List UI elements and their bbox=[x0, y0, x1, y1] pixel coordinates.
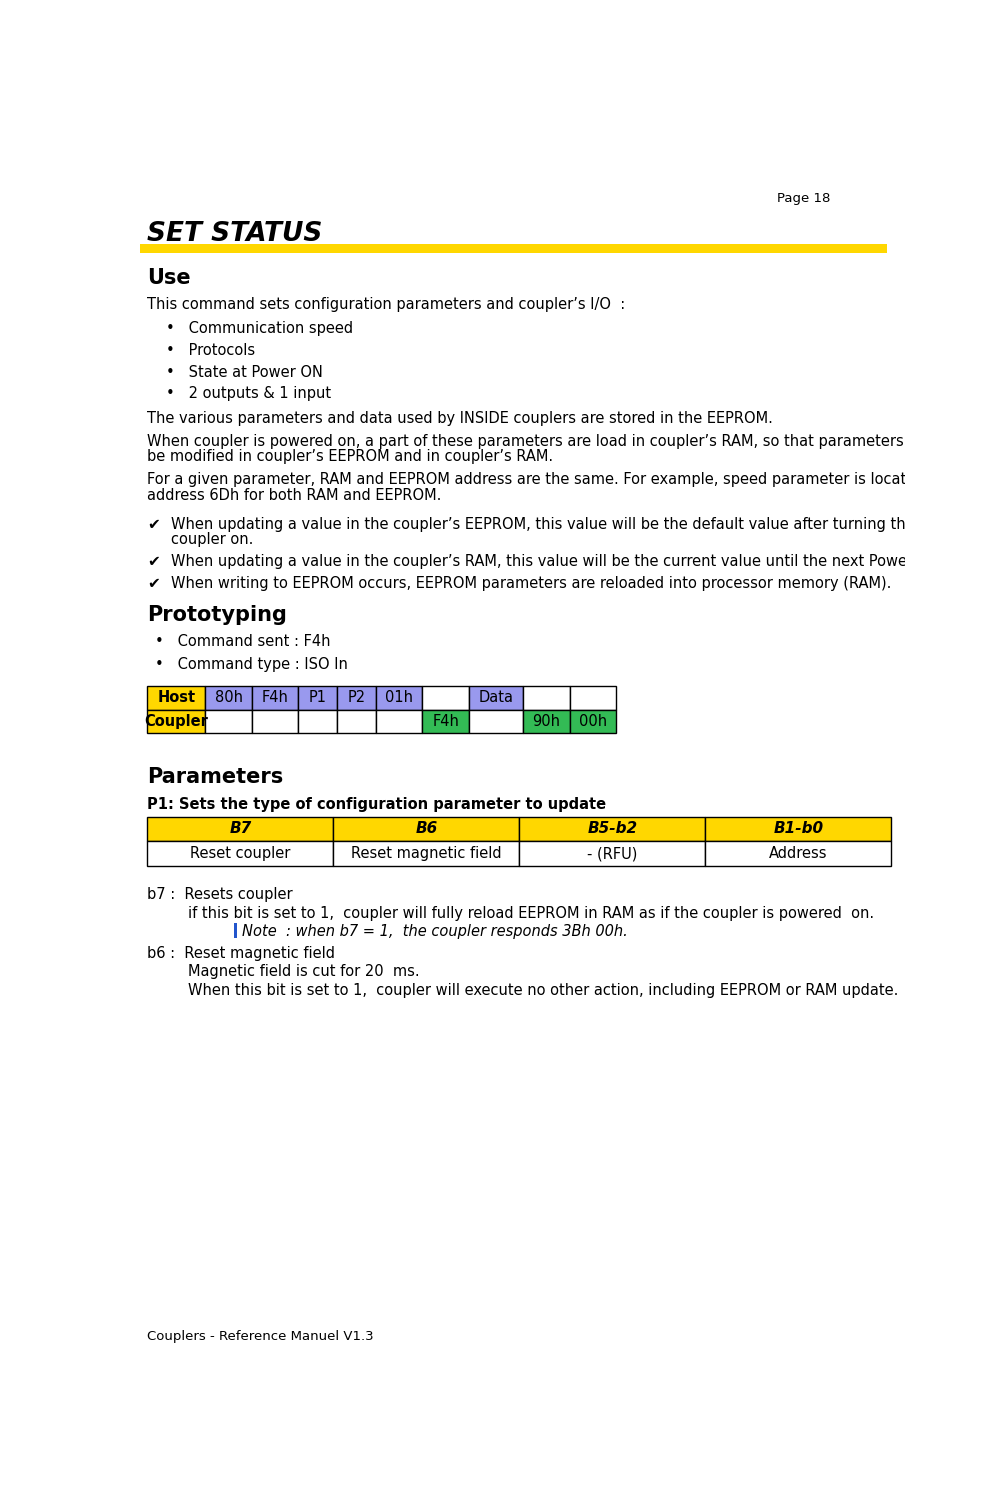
Text: 90h: 90h bbox=[533, 713, 561, 728]
FancyBboxPatch shape bbox=[334, 816, 520, 842]
Text: This command sets configuration parameters and coupler’s I/O  :: This command sets configuration paramete… bbox=[148, 296, 625, 311]
Text: Reset coupler: Reset coupler bbox=[190, 846, 290, 861]
FancyBboxPatch shape bbox=[148, 842, 334, 866]
Text: Host: Host bbox=[158, 691, 195, 706]
Text: The various parameters and data used by INSIDE couplers are stored in the EEPROM: The various parameters and data used by … bbox=[148, 411, 773, 426]
Text: P1: Sets the type of configuration parameter to update: P1: Sets the type of configuration param… bbox=[148, 796, 606, 811]
Text: 01h: 01h bbox=[385, 691, 413, 706]
FancyBboxPatch shape bbox=[422, 710, 469, 733]
Text: •   Command sent : F4h: • Command sent : F4h bbox=[155, 635, 331, 650]
Text: F4h: F4h bbox=[261, 691, 288, 706]
Text: Note  : when b7 = 1,  the coupler responds 3Bh 00h.: Note : when b7 = 1, the coupler responds… bbox=[242, 925, 628, 940]
FancyBboxPatch shape bbox=[570, 710, 616, 733]
FancyBboxPatch shape bbox=[140, 245, 887, 252]
FancyBboxPatch shape bbox=[520, 816, 706, 842]
FancyBboxPatch shape bbox=[520, 842, 706, 866]
FancyBboxPatch shape bbox=[524, 710, 570, 733]
FancyBboxPatch shape bbox=[338, 710, 376, 733]
Text: ✔: ✔ bbox=[148, 555, 160, 570]
FancyBboxPatch shape bbox=[205, 710, 252, 733]
FancyBboxPatch shape bbox=[376, 710, 422, 733]
FancyBboxPatch shape bbox=[252, 710, 298, 733]
Text: Data: Data bbox=[478, 691, 514, 706]
FancyBboxPatch shape bbox=[706, 816, 891, 842]
FancyBboxPatch shape bbox=[376, 686, 422, 710]
Text: Address: Address bbox=[769, 846, 827, 861]
Text: •   State at Power ON: • State at Power ON bbox=[166, 364, 323, 379]
Text: When updating a value in the coupler’s EEPROM, this value will be the default va: When updating a value in the coupler’s E… bbox=[171, 517, 915, 532]
FancyBboxPatch shape bbox=[148, 816, 334, 842]
FancyBboxPatch shape bbox=[422, 686, 469, 710]
Text: Couplers - Reference Manuel V1.3: Couplers - Reference Manuel V1.3 bbox=[148, 1330, 374, 1343]
Text: When updating a value in the coupler’s RAM, this value will be the current value: When updating a value in the coupler’s R… bbox=[171, 555, 948, 570]
Text: address 6Dh for both RAM and EEPROM.: address 6Dh for both RAM and EEPROM. bbox=[148, 488, 442, 503]
Text: When this bit is set to 1,  coupler will execute no other action, including EEPR: When this bit is set to 1, coupler will … bbox=[188, 982, 898, 997]
Text: P2: P2 bbox=[348, 691, 366, 706]
FancyBboxPatch shape bbox=[252, 686, 298, 710]
Text: be modified in coupler’s EEPROM and in coupler’s RAM.: be modified in coupler’s EEPROM and in c… bbox=[148, 449, 554, 464]
Text: SET STATUS: SET STATUS bbox=[148, 221, 323, 248]
FancyBboxPatch shape bbox=[524, 686, 570, 710]
Text: B7: B7 bbox=[229, 822, 251, 837]
FancyBboxPatch shape bbox=[298, 710, 338, 733]
Text: •   2 outputs & 1 input: • 2 outputs & 1 input bbox=[166, 387, 331, 400]
Text: B5-b2: B5-b2 bbox=[587, 822, 637, 837]
Text: Prototyping: Prototyping bbox=[148, 604, 287, 626]
Text: b7 :  Resets coupler: b7 : Resets coupler bbox=[148, 887, 292, 902]
Text: F4h: F4h bbox=[432, 713, 459, 728]
Text: if this bit is set to 1,  coupler will fully reload EEPROM in RAM as if the coup: if this bit is set to 1, coupler will fu… bbox=[188, 907, 873, 920]
Text: Coupler: Coupler bbox=[145, 713, 208, 728]
Text: ✔: ✔ bbox=[148, 517, 160, 532]
Text: ✔: ✔ bbox=[148, 576, 160, 591]
Text: •   Communication speed: • Communication speed bbox=[166, 322, 353, 337]
Text: When writing to EEPROM occurs, EEPROM parameters are reloaded into processor mem: When writing to EEPROM occurs, EEPROM pa… bbox=[171, 576, 891, 591]
Text: - (RFU): - (RFU) bbox=[587, 846, 637, 861]
Text: b6 :  Reset magnetic field: b6 : Reset magnetic field bbox=[148, 946, 336, 961]
FancyBboxPatch shape bbox=[148, 710, 205, 733]
Text: 00h: 00h bbox=[579, 713, 607, 728]
Text: Magnetic field is cut for 20  ms.: Magnetic field is cut for 20 ms. bbox=[188, 964, 419, 979]
FancyBboxPatch shape bbox=[205, 686, 252, 710]
Text: B6: B6 bbox=[415, 822, 437, 837]
Text: B1-b0: B1-b0 bbox=[773, 822, 823, 837]
FancyBboxPatch shape bbox=[706, 842, 891, 866]
Text: For a given parameter, RAM and EEPROM address are the same. For example, speed p: For a given parameter, RAM and EEPROM ad… bbox=[148, 473, 945, 488]
FancyBboxPatch shape bbox=[334, 842, 520, 866]
FancyBboxPatch shape bbox=[469, 710, 524, 733]
Text: P1: P1 bbox=[309, 691, 327, 706]
FancyBboxPatch shape bbox=[338, 686, 376, 710]
Text: Use: Use bbox=[148, 267, 191, 287]
FancyBboxPatch shape bbox=[570, 686, 616, 710]
Text: Parameters: Parameters bbox=[148, 768, 283, 787]
Text: •   Command type : ISO In: • Command type : ISO In bbox=[155, 657, 348, 672]
Text: •   Protocols: • Protocols bbox=[166, 343, 255, 358]
Text: 80h: 80h bbox=[215, 691, 242, 706]
Text: When coupler is powered on, a part of these parameters are load in coupler’s RAM: When coupler is powered on, a part of th… bbox=[148, 434, 941, 449]
FancyBboxPatch shape bbox=[298, 686, 338, 710]
Text: Page 18: Page 18 bbox=[777, 192, 830, 205]
Text: Reset magnetic field: Reset magnetic field bbox=[351, 846, 501, 861]
FancyBboxPatch shape bbox=[469, 686, 524, 710]
Text: coupler on.: coupler on. bbox=[171, 532, 253, 547]
FancyBboxPatch shape bbox=[234, 923, 237, 938]
FancyBboxPatch shape bbox=[148, 686, 205, 710]
